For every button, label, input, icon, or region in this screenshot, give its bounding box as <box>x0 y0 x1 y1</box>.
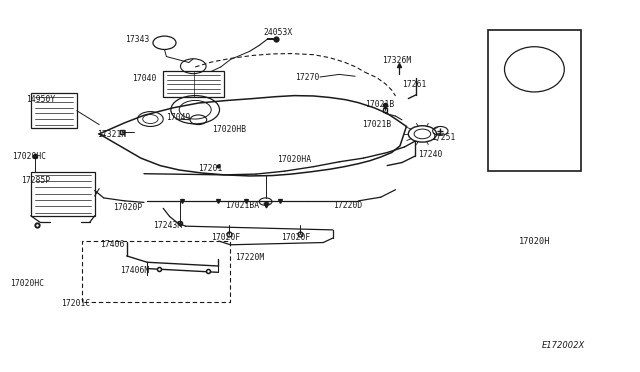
Bar <box>31 93 77 128</box>
Text: 17406: 17406 <box>100 240 124 249</box>
Text: 17020F: 17020F <box>281 233 310 242</box>
Text: 17406M: 17406M <box>120 266 149 275</box>
Text: 17049: 17049 <box>166 113 190 122</box>
Text: 17020P: 17020P <box>113 203 143 212</box>
Text: 17326M: 17326M <box>382 56 412 65</box>
Text: 17261: 17261 <box>403 80 427 89</box>
Text: 17020H: 17020H <box>519 237 551 246</box>
Bar <box>31 172 95 216</box>
Text: 17321N: 17321N <box>97 130 127 139</box>
Text: 17243M: 17243M <box>153 221 182 230</box>
Text: 17021BA: 17021BA <box>225 201 259 210</box>
Text: 17201: 17201 <box>198 164 222 173</box>
Text: 17343: 17343 <box>125 35 150 44</box>
Text: 17270: 17270 <box>295 73 319 81</box>
Text: 17020HB: 17020HB <box>212 125 246 134</box>
Text: 14950Y: 14950Y <box>26 95 55 104</box>
Text: 17040: 17040 <box>132 74 156 83</box>
Text: 17285P: 17285P <box>20 176 50 185</box>
Text: 17220M: 17220M <box>235 253 264 262</box>
Text: 17240: 17240 <box>418 150 442 159</box>
Text: 17020F: 17020F <box>211 233 240 242</box>
Text: 17020HC: 17020HC <box>10 279 44 288</box>
Bar <box>163 71 224 97</box>
Text: 24053X: 24053X <box>264 28 293 37</box>
Text: 17251: 17251 <box>431 133 455 142</box>
Text: 17201C: 17201C <box>61 299 90 308</box>
Text: 17020HA: 17020HA <box>277 155 312 164</box>
Text: 17021B: 17021B <box>365 100 395 109</box>
Text: 17020HC: 17020HC <box>12 152 46 161</box>
Text: 17021B: 17021B <box>362 120 391 129</box>
Text: E172002X: E172002X <box>541 341 585 350</box>
Text: 17220D: 17220D <box>333 201 362 210</box>
Bar <box>488 30 581 171</box>
